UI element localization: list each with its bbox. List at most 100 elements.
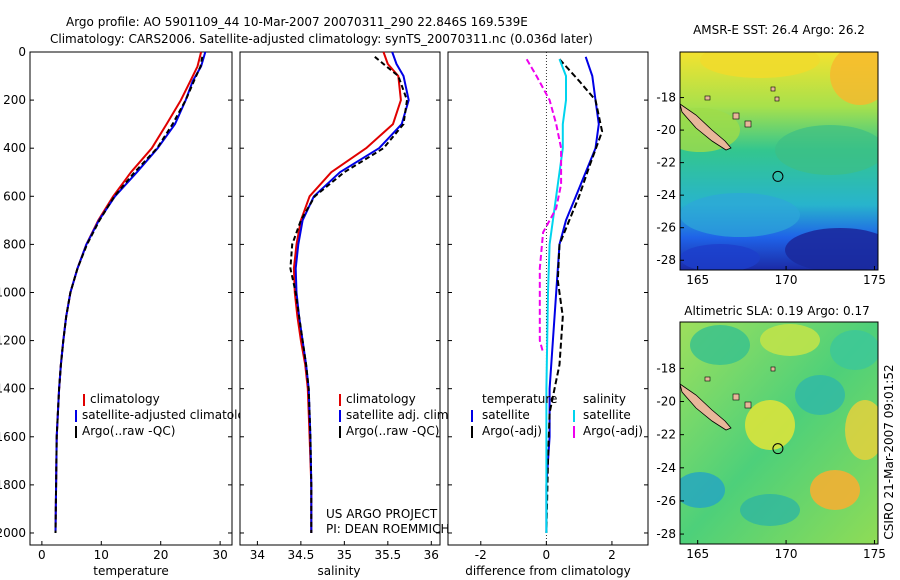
lat-tick-label: -18 bbox=[656, 91, 676, 105]
sla-map-panel: Altimetric SLA: 0.19 Argo: 0.17 165 170 17… bbox=[656, 304, 886, 561]
x-tick-label: 30 bbox=[212, 548, 227, 562]
lat-tick-label: -28 bbox=[656, 253, 676, 267]
credit-pi: PI: DEAN ROEMMICH bbox=[326, 522, 449, 536]
lat-tick-label: -22 bbox=[656, 156, 676, 170]
island bbox=[704, 95, 711, 101]
series-line-temperature-argo bbox=[545, 58, 604, 534]
legend-label-argo: Argo(..raw -QC) bbox=[346, 424, 439, 438]
difference-panel: -2 0 2 difference from climatology tempera… bbox=[447, 51, 649, 578]
lat-tick-label: -28 bbox=[656, 527, 676, 541]
temperature-axis: 0 10 20 30 bbox=[38, 541, 228, 562]
temperature-panel: 0 200 400 600 800 1000 1200 1400 1600 1800 2000 0 1… bbox=[0, 45, 260, 578]
side-timestamp-label: CSIRO 21-Mar-2007 09:01:52 bbox=[882, 364, 896, 539]
y-tick-label: 800 bbox=[3, 237, 26, 251]
lon-tick-label: 170 bbox=[775, 547, 798, 561]
salinity-depth-ticks bbox=[240, 51, 440, 534]
difference-depth-ticks bbox=[448, 51, 648, 534]
lat-tick-label: -24 bbox=[656, 188, 676, 202]
y-tick-label: 1800 bbox=[0, 478, 26, 492]
salinity-legend: climatology satellite adj. clim. Argo(..… bbox=[339, 392, 452, 438]
lat-tick-label: -22 bbox=[656, 428, 676, 442]
lon-tick-label: 175 bbox=[863, 547, 886, 561]
legend-label-sal-satellite: satellite bbox=[583, 408, 631, 422]
island bbox=[744, 401, 752, 409]
y-tick-label: 1600 bbox=[0, 430, 26, 444]
y-tick-label: 1200 bbox=[0, 334, 26, 348]
island bbox=[732, 393, 740, 401]
island bbox=[774, 96, 780, 102]
legend-label-temp-argo: Argo(-adj) bbox=[482, 424, 542, 438]
x-tick-label: 35 bbox=[337, 548, 352, 562]
lon-tick-label: 175 bbox=[863, 273, 886, 287]
x-tick-label: 0 bbox=[543, 548, 551, 562]
legend-label-temp-satellite: satellite bbox=[482, 408, 530, 422]
figure-title-line1: Argo profile: AO 5901109_44 10-Mar-2007 … bbox=[66, 15, 528, 29]
x-tick-label: 34 bbox=[250, 548, 265, 562]
island bbox=[770, 366, 776, 372]
sst-map-axes: 165 170 175 -18 -20 -22 -24 -26 -28 bbox=[656, 91, 886, 287]
lat-tick-label: -20 bbox=[656, 123, 676, 137]
y-tick-label: 600 bbox=[3, 189, 26, 203]
y-tick-label: 2000 bbox=[0, 526, 26, 540]
series-line-salinity-argo bbox=[525, 58, 563, 353]
difference-xlabel: difference from climatology bbox=[465, 564, 631, 578]
series-line-argo bbox=[289, 56, 408, 533]
series-line-argo bbox=[54, 56, 204, 534]
island bbox=[732, 112, 740, 120]
legend-heading-temperature: temperature bbox=[482, 392, 557, 406]
temperature-xlabel: temperature bbox=[93, 564, 168, 578]
salinity-axes-frame bbox=[239, 51, 441, 546]
lon-tick-label: 165 bbox=[686, 547, 709, 561]
argo-float-marker bbox=[772, 170, 784, 182]
legend-label-sal-argo: Argo(-adj) bbox=[583, 424, 643, 438]
x-tick-label: 36 bbox=[424, 548, 439, 562]
y-tick-label: 400 bbox=[3, 141, 26, 155]
salinity-xlabel: salinity bbox=[317, 564, 360, 578]
lon-tick-label: 165 bbox=[686, 273, 709, 287]
x-tick-label: 0 bbox=[38, 548, 46, 562]
x-tick-label: 10 bbox=[94, 548, 109, 562]
lat-tick-label: -26 bbox=[656, 494, 676, 508]
legend-label-climatology: climatology bbox=[90, 392, 160, 406]
legend-label-satellite: satellite adj. clim. bbox=[346, 408, 452, 422]
x-tick-label: 20 bbox=[153, 548, 168, 562]
legend-heading-salinity: salinity bbox=[583, 392, 626, 406]
legend-label-argo: Argo(..raw -QC) bbox=[82, 424, 175, 438]
y-tick-label: 1400 bbox=[0, 382, 26, 396]
figure-title-line2: Climatology: CARS2006. Satellite-adjuste… bbox=[50, 32, 593, 46]
sst-map-panel: AMSR-E SST: 26.4 Argo: 26.2 165 170 175 -18… bbox=[656, 23, 886, 287]
argo-float-marker bbox=[772, 443, 784, 455]
y-tick-label: 0 bbox=[18, 45, 26, 59]
temperature-series bbox=[54, 51, 207, 534]
temperature-legend: climatology satellite-adjusted climatolo… bbox=[75, 392, 260, 438]
credit-project: US ARGO PROJECT bbox=[326, 507, 438, 521]
lon-tick-label: 170 bbox=[775, 273, 798, 287]
island bbox=[744, 120, 752, 128]
temperature-axes-frame bbox=[29, 51, 233, 546]
lat-tick-label: -26 bbox=[656, 221, 676, 235]
sst-field bbox=[680, 52, 878, 270]
new-caledonia-land bbox=[679, 103, 732, 151]
island bbox=[704, 376, 711, 382]
x-tick-label: 2 bbox=[608, 548, 616, 562]
x-tick-label: 35.5 bbox=[374, 548, 401, 562]
sla-map-axes: 165 170 175 -18 -20 -22 -24 -26 -28 bbox=[656, 361, 886, 561]
series-line-temperature-satellite bbox=[545, 56, 600, 533]
legend-label-climatology: climatology bbox=[346, 392, 416, 406]
difference-series bbox=[525, 56, 604, 534]
lat-tick-label: -18 bbox=[656, 361, 676, 375]
legend-label-satellite: satellite-adjusted climatology bbox=[82, 408, 260, 422]
lat-tick-label: -24 bbox=[656, 461, 676, 475]
y-tick-label: 1000 bbox=[0, 285, 26, 299]
sst-map-frame bbox=[679, 51, 879, 271]
series-line-salinity-satellite bbox=[545, 58, 567, 533]
difference-legend: temperature satellite Argo(-adj) salinit… bbox=[471, 392, 643, 438]
sla-map-frame bbox=[679, 321, 879, 545]
x-tick-label: 34.5 bbox=[288, 548, 315, 562]
island bbox=[770, 86, 776, 92]
salinity-axis: 34 34.5 35 35.5 36 bbox=[250, 541, 439, 562]
new-caledonia-land bbox=[679, 383, 732, 431]
y-tick-label: 200 bbox=[3, 93, 26, 107]
x-tick-label: -2 bbox=[475, 548, 487, 562]
